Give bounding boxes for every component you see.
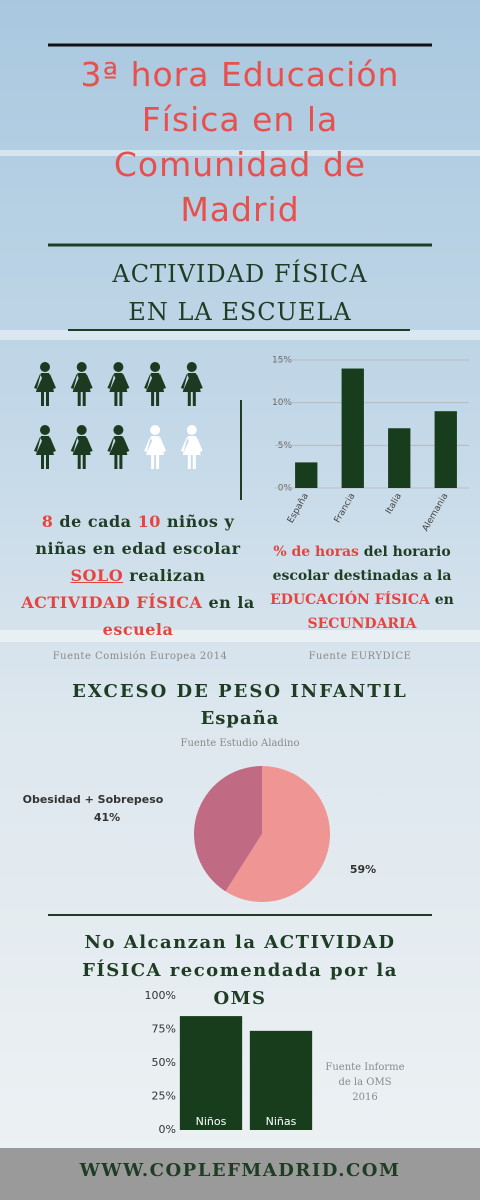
caption-segment: EDUCACIÓN FÍSICA — [270, 592, 430, 608]
icon-head — [76, 425, 87, 435]
section-heading: ACTIVIDAD FÍSICA EN LA ESCUELA — [112, 260, 368, 326]
person-icon — [34, 425, 56, 469]
bar — [179, 1016, 243, 1130]
x-tick-label: Niños — [196, 1115, 227, 1128]
person-icon — [144, 425, 167, 469]
icon-body — [34, 436, 56, 469]
icon-body — [144, 436, 167, 469]
pie-title: EXCESO DE PESO INFANTIL — [72, 681, 408, 702]
icon-head — [150, 362, 161, 372]
y-tick-label: 15% — [272, 356, 292, 366]
caption-segment: escuela — [102, 620, 174, 639]
person-icon — [107, 362, 130, 406]
person-icon — [180, 425, 203, 469]
bar — [434, 411, 457, 488]
person-icon — [70, 362, 93, 406]
person-icon — [180, 362, 203, 406]
icon-head — [40, 362, 50, 372]
pie-subtitle: España — [200, 708, 280, 729]
pie-slice — [225, 766, 330, 902]
y-tick-label: 75% — [152, 1023, 176, 1036]
icon-body — [34, 373, 56, 406]
y-tick-label: 0% — [159, 1123, 176, 1136]
bar — [249, 1030, 313, 1130]
icon-body — [107, 436, 130, 469]
caption-segment: SOLO — [70, 566, 124, 585]
source: Fuente Informe de la OMS 2016 — [325, 1062, 405, 1103]
pie-slice — [194, 766, 262, 892]
x-tick-label: Niñas — [266, 1115, 297, 1128]
icon-head — [76, 362, 87, 372]
x-tick-label: Italia — [384, 492, 404, 516]
icon-body — [144, 373, 167, 406]
y-tick-label: 10% — [272, 398, 292, 408]
source: Fuente EURYDICE — [308, 651, 412, 662]
icon-head — [186, 425, 197, 435]
y-tick-label: 5% — [278, 441, 293, 451]
bar — [388, 428, 411, 488]
icon-body — [107, 373, 130, 406]
track-line — [0, 330, 480, 340]
caption-segment: en la — [202, 593, 255, 612]
icon-body — [70, 436, 93, 469]
caption-segment: 8 — [41, 512, 54, 531]
footer-band — [0, 1148, 480, 1200]
value-label: 59% — [350, 863, 376, 876]
caption-segment: realizan — [123, 566, 206, 585]
source: Fuente Estudio Aladino — [180, 738, 300, 749]
pictograph-caption: 8 de cada 10 niños y niñas en edad escol… — [18, 508, 258, 643]
icon-head — [150, 425, 161, 435]
caption-segment: de cada — [53, 512, 138, 531]
icon-body — [180, 373, 203, 406]
caption-segment: del horario escolar destinadas a la — [272, 544, 452, 584]
icon-head — [113, 425, 124, 435]
person-icon — [144, 362, 167, 406]
icon-head — [40, 425, 50, 435]
title: 3ª hora Educación Física en la Comunidad… — [80, 55, 400, 229]
y-tick-label: 50% — [152, 1056, 176, 1069]
bar — [341, 368, 364, 488]
icon-head — [186, 362, 197, 372]
y-tick-label: 0% — [278, 484, 293, 494]
chart-title: No Alcanzan la ACTIVIDAD FÍSICA recomend… — [82, 932, 398, 1009]
footer-url: WWW.COPLEFMADRID.COM — [79, 1160, 401, 1181]
person-icon — [107, 425, 130, 469]
icon-body — [180, 436, 203, 469]
y-tick-label: 100% — [145, 989, 176, 1002]
source: Fuente Comisión Europea 2014 — [52, 651, 228, 662]
x-tick-label: Francia — [333, 492, 358, 525]
icon-head — [113, 362, 124, 372]
track-line — [0, 630, 480, 642]
value-label: 41% — [94, 811, 120, 824]
x-tick-label: Alemania — [421, 492, 451, 534]
person-icon — [34, 362, 56, 406]
x-tick-label: España — [286, 492, 311, 525]
y-tick-label: 25% — [152, 1090, 176, 1103]
caption-segment: en — [429, 592, 454, 608]
caption-segment: ACTIVIDAD FÍSICA — [21, 593, 203, 612]
pie-label: Obesidad + Sobrepeso — [23, 793, 164, 806]
person-icon — [70, 425, 93, 469]
caption-segment: niños y niñas en edad escolar — [35, 512, 241, 558]
caption-segment: % de horas — [273, 544, 359, 560]
caption-segment: 10 — [137, 512, 161, 531]
icon-body — [70, 373, 93, 406]
caption-segment: SECUNDARIA — [307, 616, 417, 632]
bar — [295, 462, 318, 488]
bar-caption: % de horas del horario escolar destinada… — [262, 540, 462, 636]
track-line — [0, 150, 480, 156]
